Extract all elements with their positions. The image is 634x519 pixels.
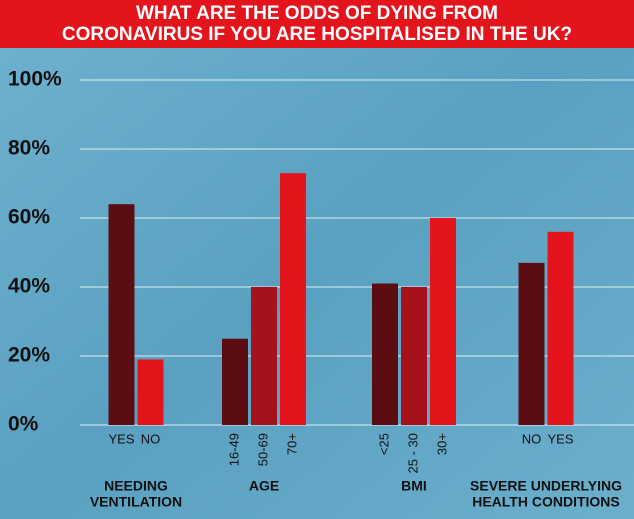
x-tick-label: YES (547, 431, 573, 446)
chart-title: CORONAVIRUS IF YOU ARE HOSPITALISED IN T… (62, 24, 572, 45)
y-tick-label: 80% (8, 137, 50, 160)
x-tick-label: <25 (376, 433, 391, 455)
y-tick-label: 100% (8, 68, 62, 91)
group-label: HEALTH CONDITIONS (472, 494, 620, 510)
group-label: NEEDING (104, 478, 168, 494)
group-label: AGE (249, 478, 279, 494)
bar (518, 262, 545, 425)
bar (430, 218, 456, 425)
x-tick-label: 50-69 (255, 433, 270, 466)
x-tick-label: NO (141, 431, 161, 446)
x-tick-label: 25 - 30 (405, 433, 420, 473)
x-tick-label: 30+ (434, 433, 449, 455)
x-tick-label: NO (522, 431, 542, 446)
bar (108, 204, 135, 425)
chart-title: WHAT ARE THE ODDS OF DYING FROM (136, 3, 498, 24)
title-banner (0, 0, 634, 48)
bar (280, 173, 306, 425)
x-tick-label: 16-49 (226, 433, 241, 466)
x-tick-label: YES (108, 431, 134, 446)
y-tick-label: 60% (8, 206, 50, 229)
group-label: SEVERE UNDERLYING (470, 478, 622, 494)
bar (401, 287, 427, 425)
bar (222, 338, 248, 425)
bar (137, 359, 164, 425)
y-tick-label: 40% (8, 275, 50, 298)
y-tick-label: 20% (8, 344, 50, 367)
y-tick-label: 0% (8, 413, 39, 436)
bar (372, 283, 398, 425)
bar (251, 287, 277, 425)
group-label: BMI (401, 478, 427, 494)
group-label: VENTILATION (90, 494, 182, 510)
bar (547, 231, 574, 425)
x-tick-label: 70+ (284, 433, 299, 455)
